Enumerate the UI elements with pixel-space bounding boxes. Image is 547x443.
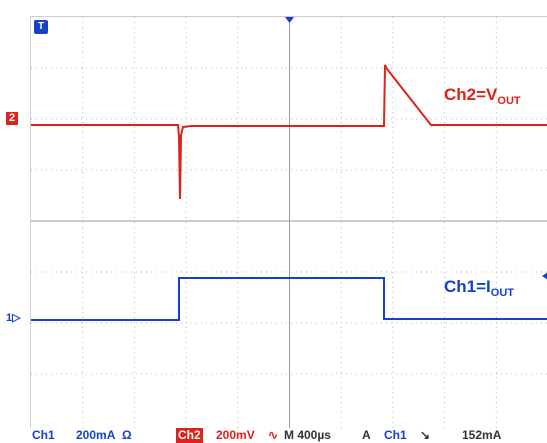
status-ch2-coupling: ∿ (268, 428, 279, 442)
status-timebase: M 400µs (284, 428, 331, 442)
ch1-trace (31, 277, 547, 321)
trigger-level-marker (542, 272, 547, 280)
ch1-trace-label: Ch1=IOUT (444, 277, 515, 299)
status-ch1-coupling: Ω (122, 428, 132, 442)
status-ch2-name: Ch2 (176, 428, 203, 443)
status-ch1-scale: 200mA (76, 428, 116, 442)
status-trigger-mode: A (362, 428, 371, 442)
ch1-label-sub: OUT (490, 287, 515, 299)
ch2-ground-marker: 2 (6, 112, 18, 125)
center-axes (31, 17, 547, 428)
status-trigger-level: 152mA (462, 428, 502, 442)
status-bar: Ch1 200mA Ω Ch2 200mV ∿ M 400µs A Ch1 ↘ … (0, 428, 547, 443)
trigger-position-marker (285, 17, 294, 23)
ch2-trace-label: Ch2=VOUT (444, 85, 521, 107)
graticule (31, 17, 547, 428)
ch1-marker-text: 1 (6, 312, 13, 324)
ch1-ground-marker: 1▷ (6, 312, 21, 324)
waveform-display (31, 17, 547, 428)
status-ch2-scale: 200mV (216, 428, 255, 442)
ch2-trace (31, 64, 547, 200)
status-trigger-slope: ↘ (420, 428, 431, 442)
scope-screen (30, 16, 547, 428)
status-ch1-name: Ch1 (32, 428, 55, 442)
ch1-label-main: Ch1=I (444, 277, 491, 296)
ch2-label-main: Ch2=V (444, 85, 498, 104)
trigger-badge: T (34, 20, 48, 34)
ch2-label-sub: OUT (497, 95, 521, 107)
status-trigger-source: Ch1 (384, 428, 407, 442)
